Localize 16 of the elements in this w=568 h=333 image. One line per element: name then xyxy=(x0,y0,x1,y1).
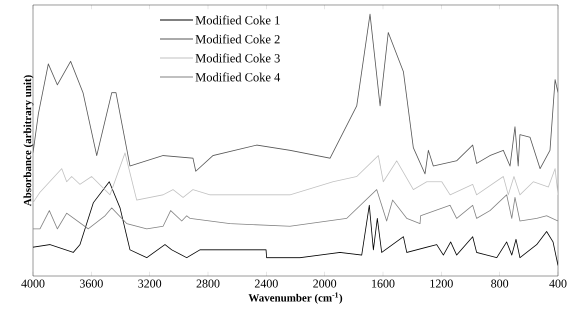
x-tick-label: 3600 xyxy=(80,280,103,288)
x-tick-label: 800 xyxy=(491,280,508,288)
x-tick-label: 1600 xyxy=(372,280,394,288)
x-tick-label: 2000 xyxy=(313,280,336,288)
x-tick-label: 2800 xyxy=(196,280,220,288)
y-axis-title: Absorbance (arbitrary unit) xyxy=(24,75,34,206)
legend-label: Modified Coke 3 xyxy=(196,54,280,62)
legend-label: Modified Coke 2 xyxy=(196,34,280,44)
x-tick-label: 400 xyxy=(549,280,567,288)
x-tick-label: 2400 xyxy=(254,280,278,288)
x-tick-label: 1200 xyxy=(430,280,453,288)
x-tick-label: 4000 xyxy=(21,280,44,288)
x-tick-label: 3200 xyxy=(138,280,162,288)
legend-label: Modified Coke 4 xyxy=(196,72,280,82)
x-axis-title: Wavenumber (cm$^{-1}$) xyxy=(248,292,342,304)
legend-label: Modified Coke 1 xyxy=(196,16,280,24)
